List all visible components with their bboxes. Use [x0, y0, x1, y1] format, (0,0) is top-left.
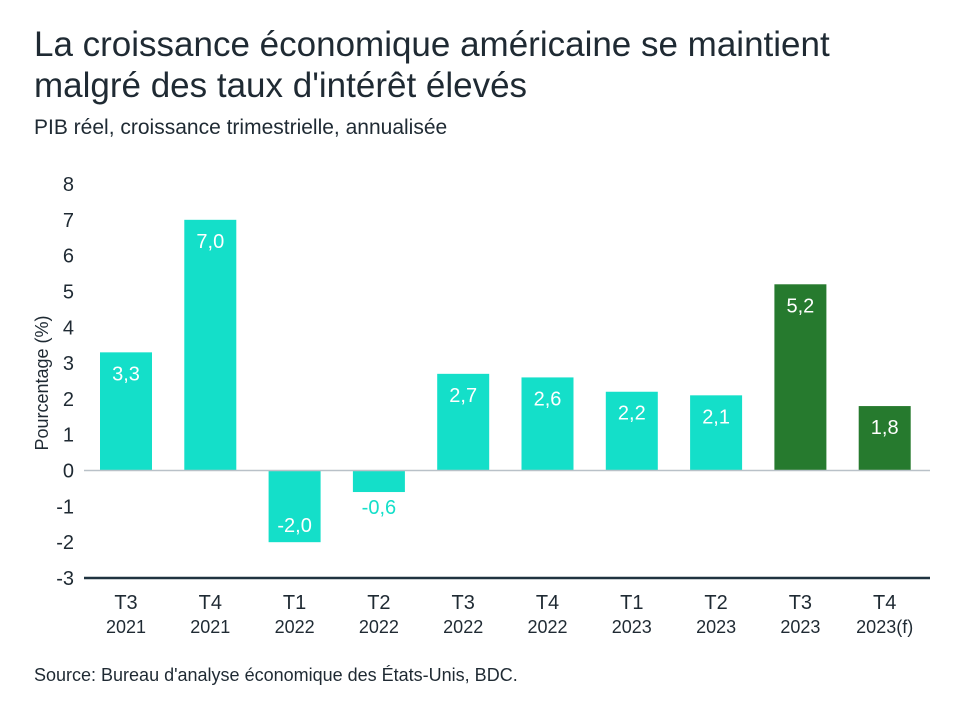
y-tick-label: 0 — [63, 461, 74, 483]
bar — [774, 284, 827, 471]
data-label: 5,2 — [786, 295, 814, 317]
x-axis-ticks: T3 2021 T4 2021 T1 2022 T2 2022 T3 2022 T4 2022 T1 20… — [106, 592, 913, 637]
bar-chart: 8 7 6 5 4 3 2 1 0 -1 -2 -3 Pourcentage (%) 3,3 7,0 -2… — [32, 174, 930, 637]
y-tick-label: 3 — [63, 353, 74, 375]
x-tick-quarter: T3 — [452, 592, 475, 614]
x-tick-quarter: T2 — [367, 592, 390, 614]
x-tick-year: 2022 — [443, 617, 483, 637]
data-labels: 3,3 7,0 -2,0 -0,6 2,7 2,6 2,2 2,1 5,2 1,8 — [112, 231, 899, 537]
x-tick-year: 2023(f) — [856, 617, 913, 637]
x-tick-quarter: T1 — [620, 592, 643, 614]
bar — [521, 377, 574, 471]
bar — [100, 352, 152, 471]
bar — [352, 470, 405, 493]
x-tick-year: 2022 — [527, 617, 567, 637]
y-tick-label: 2 — [63, 389, 74, 411]
x-tick-quarter: T1 — [283, 592, 306, 614]
data-label: 7,0 — [196, 231, 224, 253]
x-tick-quarter: T2 — [704, 592, 727, 614]
x-tick-year: 2023 — [780, 617, 820, 637]
data-label: 2,7 — [449, 385, 477, 407]
source-note: Source: Bureau d'analyse économique des … — [34, 665, 518, 685]
bars — [100, 219, 911, 543]
y-tick-label: 4 — [63, 317, 74, 339]
data-label: 3,3 — [112, 363, 140, 385]
x-tick-year: 2023 — [612, 617, 652, 637]
y-tick-label: 8 — [63, 174, 74, 196]
x-tick-year: 2022 — [359, 617, 399, 637]
x-tick-year: 2021 — [106, 617, 146, 637]
x-tick-quarter: T4 — [199, 592, 222, 614]
x-tick-year: 2023 — [696, 617, 736, 637]
x-tick-quarter: T4 — [536, 592, 559, 614]
data-label: -0,6 — [362, 497, 396, 519]
chart-title: La croissance économique américaine se m… — [34, 25, 830, 105]
x-tick-quarter: T3 — [114, 592, 137, 614]
bar — [605, 391, 658, 471]
data-label: 1,8 — [871, 417, 899, 439]
x-tick-year: 2022 — [275, 617, 315, 637]
y-axis-ticks: 8 7 6 5 4 3 2 1 0 -1 -2 -3 — [56, 174, 74, 590]
y-tick-label: -3 — [56, 568, 74, 590]
x-tick-year: 2021 — [190, 617, 230, 637]
bar — [184, 219, 237, 471]
y-tick-label: -2 — [56, 532, 74, 554]
chart-subtitle: PIB réel, croissance trimestrielle, annu… — [34, 116, 448, 139]
bar — [690, 395, 743, 471]
y-tick-label: 6 — [63, 246, 74, 268]
bar — [437, 373, 490, 471]
y-tick-label: 5 — [63, 281, 74, 303]
x-tick-quarter: T3 — [789, 592, 812, 614]
x-tick-quarter: T4 — [873, 592, 896, 614]
data-label: -2,0 — [277, 515, 311, 537]
data-label: 2,1 — [702, 406, 730, 428]
y-axis-label: Pourcentage (%) — [32, 315, 52, 450]
y-tick-label: 1 — [63, 425, 74, 447]
data-label: 2,6 — [534, 388, 562, 410]
y-tick-label: -1 — [56, 496, 74, 518]
bar — [858, 406, 911, 471]
bar — [268, 470, 321, 543]
data-label: 2,2 — [618, 403, 646, 425]
y-tick-label: 7 — [63, 210, 74, 232]
